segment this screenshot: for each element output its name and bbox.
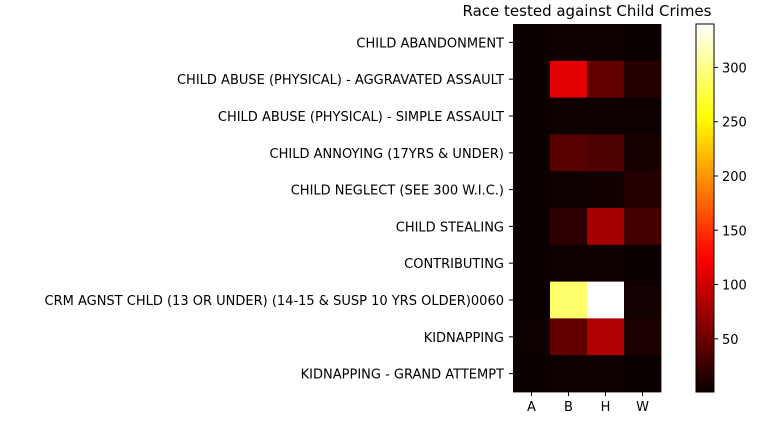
y-tick-label: CRM AGNST CHLD (13 OR UNDER) (14-15 & SU… [45, 294, 505, 309]
heatmap-cell [550, 318, 588, 356]
heatmap-cell [624, 24, 662, 62]
heatmap-cell [587, 355, 625, 393]
heatmap-cell [550, 24, 588, 62]
x-tick-label: B [564, 400, 573, 415]
heatmap-cell [624, 97, 662, 135]
heatmap-cell [587, 60, 625, 98]
x-tick-label: H [601, 400, 611, 415]
heatmap-cell [513, 355, 551, 393]
heatmap-cell [513, 97, 551, 135]
colorbar-tick-label: 300 [722, 61, 747, 76]
heatmap-cell [513, 244, 551, 282]
colorbar-tick-label: 100 [722, 279, 747, 294]
heatmap-cell [587, 134, 625, 172]
y-tick-label: CHILD STEALING [396, 220, 504, 235]
heatmap-cell [624, 244, 662, 282]
heatmap-cell [587, 24, 625, 62]
heatmap-cell [587, 281, 625, 319]
y-tick-label: CHILD ANNOYING (17YRS & UNDER) [270, 147, 504, 162]
heatmap-cell [624, 208, 662, 246]
heatmap-cell [550, 355, 588, 393]
heatmap-cell [624, 355, 662, 393]
colorbar-ticks: 50 100 150 200 250 300 [714, 61, 747, 348]
heatmap-cell [513, 318, 551, 356]
heatmap-cells [513, 24, 662, 393]
y-tick-label: CONTRIBUTING [404, 257, 504, 272]
y-tick-label: CHILD ABUSE (PHYSICAL) - AGGRAVATED ASSA… [177, 73, 504, 88]
heatmap-cell [550, 97, 588, 135]
heatmap-cell [550, 171, 588, 209]
heatmap-cell [624, 171, 662, 209]
heatmap-cell [513, 281, 551, 319]
chart-title: Race tested against Child Crimes [463, 2, 712, 20]
heatmap-cell [587, 244, 625, 282]
heatmap-cell [550, 60, 588, 98]
y-tick-label: KIDNAPPING [424, 331, 504, 346]
heatmap-cell [624, 60, 662, 98]
heatmap-cell [513, 134, 551, 172]
x-tick-label: W [636, 400, 649, 415]
heatmap-cell [550, 244, 588, 282]
colorbar-tick-label: 250 [722, 116, 747, 131]
heatmap-cell [550, 134, 588, 172]
y-tick-label: CHILD NEGLECT (SEE 300 W.I.C.) [291, 184, 504, 199]
heatmap-cell [550, 281, 588, 319]
y-tick-label: KIDNAPPING - GRAND ATTEMPT [301, 368, 504, 383]
heatmap-cell [587, 318, 625, 356]
y-tick-label: CHILD ABUSE (PHYSICAL) - SIMPLE ASSAULT [218, 110, 504, 125]
heatmap-cell [550, 208, 588, 246]
colorbar-tick-label: 200 [722, 170, 747, 185]
heatmap-cell [513, 208, 551, 246]
heatmap-cell [587, 97, 625, 135]
heatmap-cell [513, 24, 551, 62]
colorbar-tick-label: 150 [722, 224, 747, 239]
heatmap-cell [513, 60, 551, 98]
y-tick-label: CHILD ABANDONMENT [356, 36, 504, 51]
x-tick-label: A [527, 400, 536, 415]
colorbar [695, 23, 715, 393]
colorbar-tick-label: 50 [722, 333, 739, 348]
y-axis-labels: CHILD ABANDONMENT CHILD ABUSE (PHYSICAL) … [45, 36, 513, 383]
heatmap-cell [624, 281, 662, 319]
heatmap-cell [624, 134, 662, 172]
heatmap-cell [587, 208, 625, 246]
heatmap-cell [513, 171, 551, 209]
heatmap-cell [587, 171, 625, 209]
heatmap-cell [624, 318, 662, 356]
